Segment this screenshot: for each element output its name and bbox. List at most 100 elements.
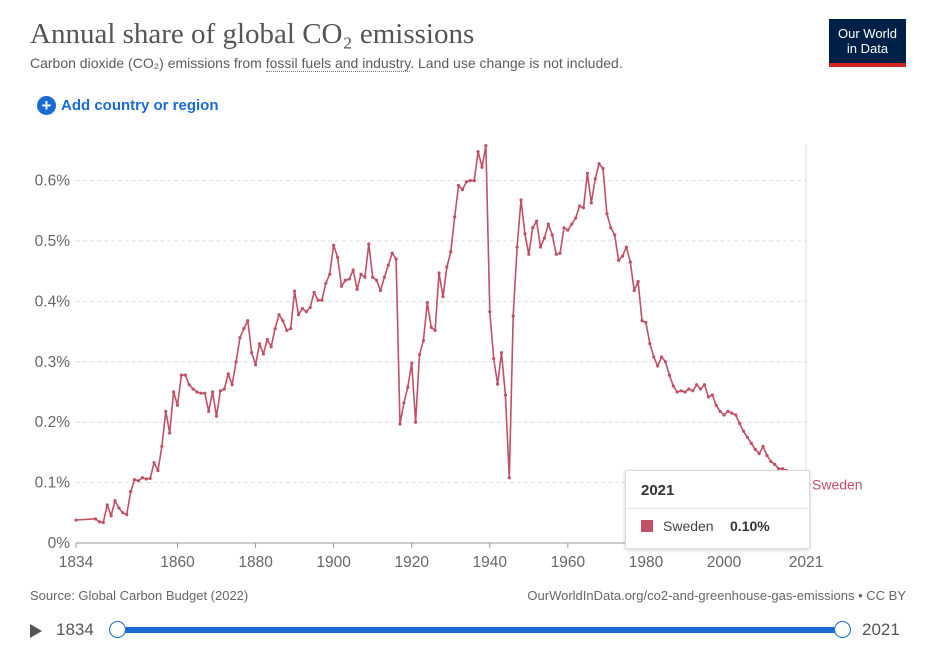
- data-point: [632, 288, 636, 293]
- fossil-fuels-link[interactable]: fossil fuels and industry: [265, 55, 411, 72]
- series-points: [74, 143, 811, 525]
- data-point: [659, 355, 664, 359]
- data-point: [535, 219, 539, 223]
- data-point: [117, 506, 121, 510]
- data-point: [214, 414, 219, 418]
- data-point: [695, 383, 699, 387]
- data-point: [449, 250, 453, 254]
- data-point: [437, 271, 441, 275]
- data-point: [374, 278, 379, 282]
- data-point: [507, 476, 511, 480]
- data-point: [550, 233, 554, 237]
- data-point: [496, 382, 500, 386]
- data-point: [476, 150, 480, 154]
- data-point: [671, 384, 675, 388]
- data-point: [585, 171, 589, 175]
- source-note[interactable]: Source: Global Carbon Budget (2022): [30, 588, 249, 603]
- timeline-track[interactable]: [117, 627, 843, 633]
- add-country-button[interactable]: + Add country or region: [37, 96, 219, 115]
- source-url[interactable]: OurWorldInData.org/co2-and-greenhouse-ga…: [527, 588, 906, 603]
- data-point: [730, 411, 734, 415]
- data-point: [289, 326, 293, 331]
- data-point: [203, 391, 207, 395]
- data-point: [359, 272, 363, 276]
- data-point: [355, 287, 359, 291]
- data-point: [152, 461, 156, 465]
- logo-line-1: Our World: [838, 26, 897, 41]
- data-point: [269, 345, 273, 349]
- data-point: [441, 294, 445, 299]
- x-tick-label: 2000: [707, 554, 742, 571]
- series-lines: [75, 144, 807, 524]
- timeline-end-handle[interactable]: [834, 621, 851, 638]
- data-point: [183, 373, 187, 377]
- data-point: [414, 420, 418, 424]
- data-point: [679, 389, 683, 393]
- data-point: [546, 222, 550, 226]
- timeline-start-handle[interactable]: [109, 621, 126, 638]
- x-tick-label: 1960: [551, 554, 586, 571]
- line-chart[interactable]: 0%0.1%0.2%0.3%0.4%0.5%0.6% 1834 1860 1880 1…: [0, 130, 925, 575]
- data-point: [129, 490, 133, 494]
- x-tick-label: 1880: [238, 554, 273, 571]
- data-point: [394, 257, 398, 261]
- play-icon[interactable]: [30, 624, 42, 638]
- data-point: [335, 255, 340, 259]
- data-point: [171, 390, 176, 394]
- y-tick-label: 0.5%: [35, 233, 71, 250]
- data-point: [636, 279, 640, 284]
- data-point: [480, 165, 484, 169]
- data-point: [304, 310, 308, 314]
- data-point: [324, 281, 328, 285]
- data-point: [160, 444, 164, 448]
- plus-circle-icon: +: [37, 96, 56, 115]
- y-tick-label: 0.4%: [35, 293, 71, 310]
- data-point: [74, 518, 78, 522]
- owid-logo[interactable]: Our World in Data: [829, 19, 906, 67]
- data-point: [445, 265, 449, 269]
- data-point: [515, 245, 519, 249]
- data-point: [433, 328, 437, 332]
- data-point: [464, 180, 468, 184]
- data-point: [246, 319, 250, 323]
- data-point: [293, 289, 297, 293]
- data-point: [386, 263, 390, 267]
- add-country-label: Add country or region: [61, 97, 219, 114]
- data-point: [538, 245, 543, 249]
- data-point: [320, 298, 324, 302]
- data-point: [706, 395, 711, 399]
- data-point: [574, 216, 578, 220]
- y-tick-label: 0%: [48, 535, 71, 552]
- data-point: [343, 278, 347, 282]
- subtitle-text-end: . Land use change is not included.: [410, 55, 623, 71]
- data-point: [648, 342, 652, 346]
- data-point: [218, 389, 223, 393]
- data-point: [148, 476, 152, 480]
- data-point: [253, 363, 258, 367]
- tooltip-value: 0.10%: [730, 518, 770, 534]
- data-point: [250, 351, 254, 355]
- data-point: [492, 357, 496, 361]
- data-point: [577, 204, 582, 208]
- data-point: [93, 517, 98, 521]
- data-point: [741, 429, 746, 433]
- x-axis-ticks: 1834 1860 1880 1900 1920 1940 1960 1980 2000 2021: [59, 543, 823, 571]
- data-point: [644, 320, 648, 325]
- data-point: [257, 342, 262, 346]
- data-point: [125, 513, 129, 517]
- data-point: [113, 499, 117, 503]
- data-point: [390, 251, 394, 255]
- data-point: [316, 298, 320, 302]
- data-point: [234, 360, 238, 364]
- data-point: [702, 383, 707, 387]
- x-tick-label: 1940: [473, 554, 508, 571]
- series-line-sweden: [75, 144, 807, 524]
- data-point: [753, 447, 757, 451]
- data-point: [558, 251, 562, 255]
- data-point: [601, 166, 605, 171]
- data-point: [456, 183, 461, 188]
- data-point: [265, 337, 269, 342]
- y-tick-label: 0.6%: [35, 173, 71, 190]
- data-point: [511, 314, 515, 318]
- x-tick-label: 1860: [160, 554, 195, 571]
